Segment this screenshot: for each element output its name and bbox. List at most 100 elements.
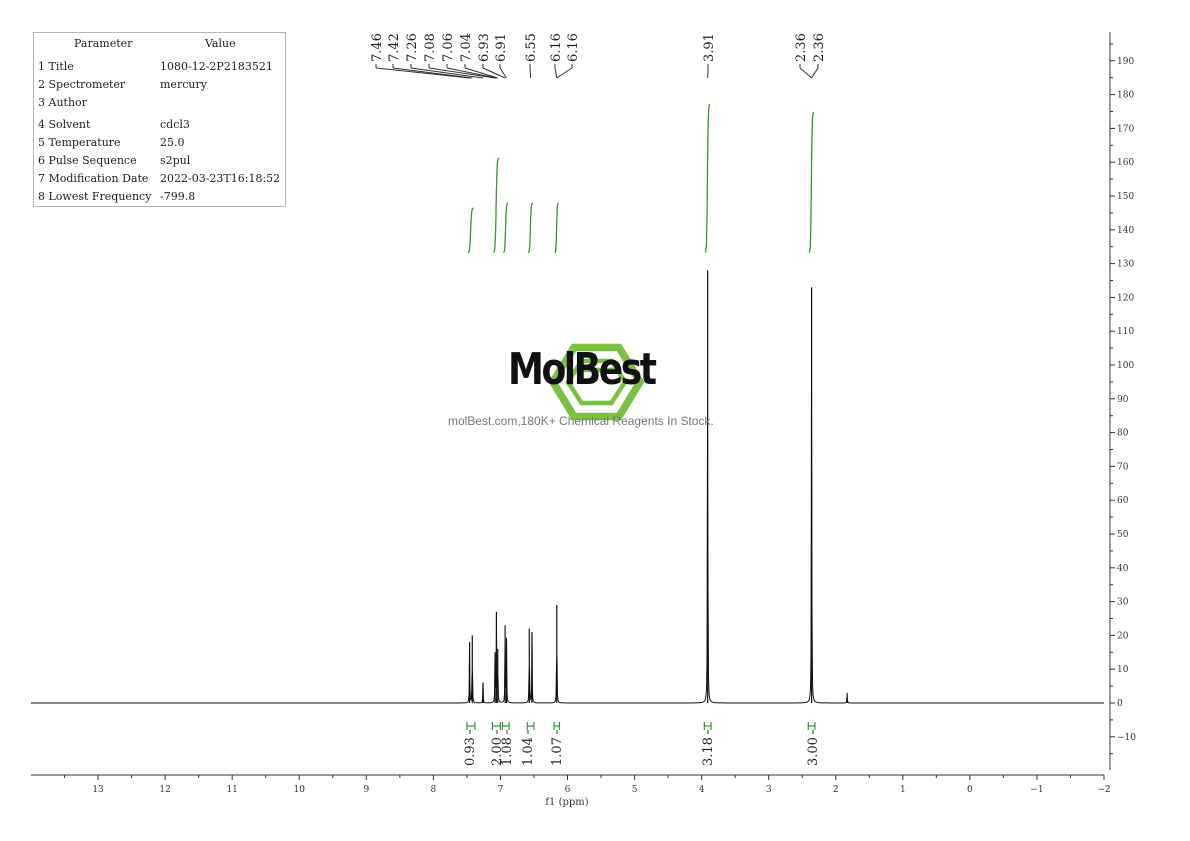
y-tick-label: 140 <box>1117 226 1134 236</box>
y-tick-label: 80 <box>1117 429 1129 439</box>
y-tick-label: 110 <box>1117 327 1134 337</box>
peak-label: 7.46 <box>370 33 385 62</box>
x-tick-label: 10 <box>294 785 306 795</box>
peak-label: 7.08 <box>423 33 438 62</box>
x-tick-label: 11 <box>226 785 237 795</box>
integral-curves <box>467 103 815 254</box>
peak-label-leader <box>428 67 496 79</box>
peak-label-leader <box>392 67 473 79</box>
peak-label: 7.42 <box>387 33 402 62</box>
peak-label-leader <box>446 67 497 79</box>
peak-label-leader <box>499 67 507 79</box>
integral-value-label: 1.04 <box>521 737 536 766</box>
peak-label-leader <box>529 67 532 79</box>
y-tick-label: 70 <box>1117 462 1129 472</box>
parameter-key: 5 Temperature <box>38 136 121 149</box>
parameter-value: 1080-12-2P2183521 <box>160 60 273 73</box>
integral-value-label: 3.00 <box>806 737 821 766</box>
parameter-value: mercury <box>160 78 207 91</box>
x-tick-label: 5 <box>632 785 638 795</box>
peak-label: 6.91 <box>494 33 509 62</box>
parameter-row: 3 Author <box>38 96 283 112</box>
x-tick-label: 12 <box>159 785 170 795</box>
y-tick-label: 10 <box>1117 665 1129 675</box>
x-tick-label: −1 <box>1030 785 1043 795</box>
y-tick-label: 160 <box>1117 158 1134 168</box>
peak-label: 6.16 <box>566 33 581 62</box>
integral-value-label: 2.00 <box>490 737 505 766</box>
molbest-brand-name: MolBest <box>508 344 657 395</box>
parameter-row: 5 Temperature 25.0 <box>38 136 283 152</box>
parameter-row: 4 Solvent cdcl3 <box>38 118 283 134</box>
peak-label: 2.36 <box>812 33 827 62</box>
peak-labels: 7.46 7.42 7.26 7.08 7.06 7.04 6.93 6.91 6.55 6.16… <box>370 33 827 79</box>
parameter-header: Parameter <box>74 37 133 50</box>
y-tick-label: 120 <box>1117 293 1134 303</box>
y-tick-label: 150 <box>1117 192 1134 202</box>
y-tick-label: 90 <box>1117 395 1129 405</box>
y-tick-label: 130 <box>1117 260 1134 270</box>
x-tick-label: −2 <box>1097 785 1110 795</box>
parameter-key: 8 Lowest Frequency <box>38 190 152 203</box>
integral-curve <box>554 202 559 254</box>
y-tick-label: 180 <box>1117 91 1134 101</box>
y-tick-label: 40 <box>1117 564 1129 574</box>
peak-label: 2.36 <box>794 33 809 62</box>
x-axis-title: f1 (ppm) <box>545 797 588 808</box>
parameter-value: cdcl3 <box>160 118 190 131</box>
parameter-value: 2022-03-23T16:18:52 <box>160 172 281 185</box>
parameter-row: 8 Lowest Frequency -799.8 <box>38 190 283 206</box>
peak-label: 6.16 <box>549 33 564 62</box>
integral-labels: 0.93 2.001.08 1.04 1.07 3.18 3.00 <box>463 722 821 766</box>
value-header: Value <box>205 37 236 50</box>
y-tick-label: 30 <box>1117 598 1129 608</box>
integral-curve <box>808 111 815 253</box>
parameter-row: 1 Title 1080-12-2P2183521 <box>38 60 283 76</box>
parameter-value: s2pul <box>160 154 191 167</box>
peak-label: 7.04 <box>459 33 474 62</box>
peak-label: 7.06 <box>441 33 456 62</box>
x-tick-label: 1 <box>900 785 906 795</box>
axes: 13 12 11 10 9 8 7 6 5 4 3 2 1 0 −1 −2−10010203040506070… <box>31 32 1136 795</box>
parameter-key: 2 Spectrometer <box>38 78 126 91</box>
peak-label: 7.26 <box>405 33 420 62</box>
peak-label-leader <box>482 67 506 79</box>
molbest-logo-icon <box>548 343 645 421</box>
y-tick-label: 60 <box>1117 496 1129 506</box>
parameter-key: 4 Solvent <box>38 118 91 131</box>
y-tick-label: 50 <box>1117 530 1129 540</box>
parameter-row: 7 Modification Date 2022-03-23T16:18:52 <box>38 172 283 188</box>
parameter-value: 25.0 <box>160 136 185 149</box>
spectrum-line <box>31 370 1104 704</box>
integral-curve <box>493 157 500 253</box>
peak-label-leader <box>799 67 812 79</box>
x-tick-label: 13 <box>92 785 104 795</box>
peak-label-leader <box>554 67 558 79</box>
parameter-table: Parameter Value 1 Title 1080-12-2P2183521… <box>33 32 286 207</box>
spectrum-trace <box>31 270 1104 704</box>
y-tick-label: 170 <box>1117 124 1134 134</box>
parameter-key: 1 Title <box>38 60 74 73</box>
y-tick-label: 0 <box>1117 699 1123 709</box>
parameter-row: 6 Pulse Sequence s2pul <box>38 154 283 170</box>
x-tick-label: 3 <box>766 785 772 795</box>
peak-label-leader <box>410 67 484 79</box>
integral-value-label: 0.93 <box>463 737 478 766</box>
parameter-key: 3 Author <box>38 96 87 109</box>
x-tick-label: 4 <box>699 785 705 795</box>
integral-curve <box>503 202 509 254</box>
x-tick-label: 6 <box>565 785 571 795</box>
peak-label-leader <box>811 67 819 79</box>
peak-label-leader <box>375 67 470 79</box>
x-tick-label: 9 <box>363 785 369 795</box>
y-tick-label: 20 <box>1117 631 1129 641</box>
integral-curve <box>704 103 711 253</box>
peak-label: 6.93 <box>477 33 492 62</box>
peak-label-leader <box>556 67 573 79</box>
peak-label: 6.55 <box>524 33 539 62</box>
x-tick-label: 2 <box>833 785 839 795</box>
x-tick-label: 0 <box>967 785 973 795</box>
parameter-key: 6 Pulse Sequence <box>38 154 137 167</box>
x-tick-label: 7 <box>498 785 504 795</box>
